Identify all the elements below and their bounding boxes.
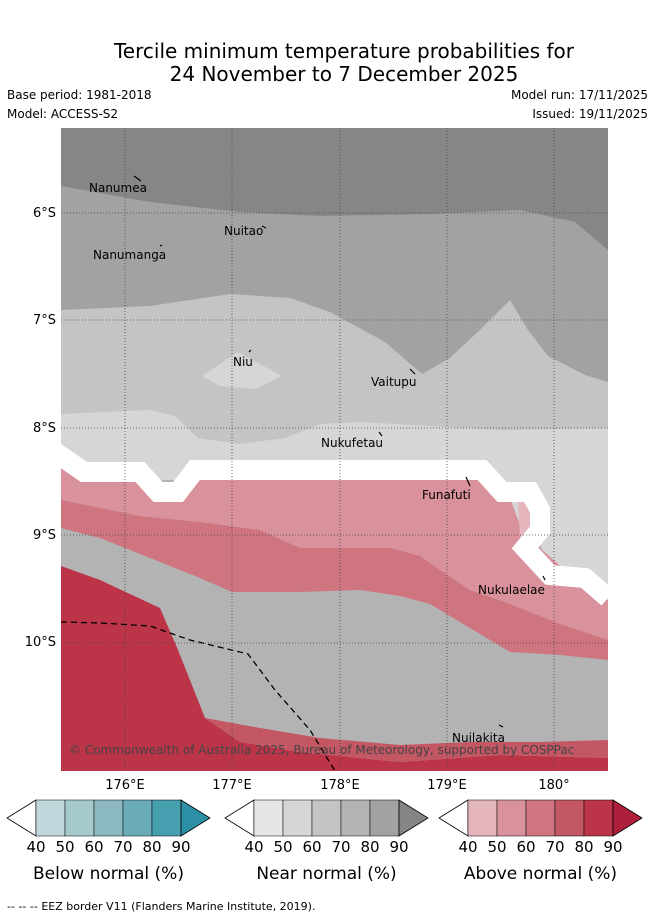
colorbar-tick: 80 — [360, 838, 380, 856]
place-label: Vaitupu — [371, 375, 417, 389]
region-near-80 — [61, 128, 608, 250]
colorbar-segment — [525, 799, 556, 837]
colorbar-tick: 60 — [84, 838, 104, 856]
colorbar-min-arrow — [438, 799, 469, 837]
place-label: Nukufetau — [321, 436, 383, 450]
colorbar-label: Above normal (%) — [463, 864, 618, 884]
colorbar-tick: 40 — [26, 838, 46, 856]
region-above-50 — [61, 460, 608, 640]
colorbar-segment — [253, 799, 284, 837]
lon-label: 177°E — [212, 778, 252, 793]
colorbar-segment — [282, 799, 313, 837]
colorbar-segment — [554, 799, 585, 837]
colorbar-tick: 50 — [487, 838, 507, 856]
colorbar-segment — [583, 799, 614, 837]
colorbar-segment — [369, 799, 400, 837]
colorbar-tick: 40 — [244, 838, 264, 856]
colorbar-segment — [151, 799, 182, 837]
lat-label: 8°S — [32, 421, 56, 436]
eez-legend-symbol: -- -- -- — [7, 900, 38, 913]
colorbar-tick: 80 — [574, 838, 594, 856]
region-near-40 — [61, 410, 608, 600]
colorbar-max-arrow — [398, 799, 429, 837]
model-run: Model run: 17/11/2025 — [510, 88, 648, 102]
lat-label: 9°S — [32, 528, 56, 543]
map-credit: © Commonwealth of Australia 2025, Bureau… — [69, 743, 574, 757]
region-near-50 — [61, 294, 608, 462]
lon-label: 179°E — [427, 778, 467, 793]
colorbar-tick: 60 — [302, 838, 322, 856]
colorbar-max-arrow — [612, 799, 643, 837]
title-line-1: Tercile minimum temperature probabilitie… — [113, 39, 575, 63]
colorbar-segment — [311, 799, 342, 837]
place-label: Nukulaelae — [478, 583, 545, 597]
colorbar-tick: 70 — [113, 838, 133, 856]
colorbars — [6, 799, 643, 837]
probability-map: Nanumea Nuitao Nanumanga Niu Vaitupu Nuk… — [61, 128, 608, 771]
issued-date: Issued: 19/11/2025 — [532, 107, 648, 121]
eez-border — [61, 621, 336, 771]
region-above-60b — [61, 500, 608, 660]
eez-legend-text: EEZ border V11 (Flanders Marine Institut… — [41, 900, 316, 913]
colorbar-tick: 40 — [458, 838, 478, 856]
colorbar-tick: 60 — [516, 838, 536, 856]
colorbar-segment — [35, 799, 66, 837]
colorbar-segment — [122, 799, 153, 837]
page-title: Tercile minimum temperature probabilitie… — [0, 40, 655, 86]
place-label: Funafuti — [422, 488, 471, 502]
eez-legend: -- -- -- EEZ border V11 (Flanders Marine… — [7, 900, 315, 913]
lon-label: 176°E — [105, 778, 145, 793]
place-labels: Nanumea Nuitao Nanumanga Niu Vaitupu Nuk… — [89, 181, 545, 745]
lat-label: 10°S — [24, 635, 56, 650]
place-label: Nuilakita — [452, 731, 505, 745]
colorbar-tick: 90 — [603, 838, 623, 856]
colorbar-tick: 80 — [142, 838, 162, 856]
colorbar-tick: 90 — [389, 838, 409, 856]
place-label: Nuitao — [224, 224, 263, 238]
place-label: Nanumanga — [93, 248, 166, 262]
colorbar-label: Below normal (%) — [33, 864, 184, 884]
colorbar-max-arrow — [180, 799, 211, 837]
colorbar-segment — [93, 799, 124, 837]
islands — [133, 175, 546, 728]
colorbar-segment — [467, 799, 498, 837]
base-period: Base period: 1981-2018 — [7, 88, 152, 102]
colorbar-tick: 50 — [273, 838, 293, 856]
lon-label: 178°E — [320, 778, 360, 793]
colorbar-segment — [340, 799, 371, 837]
lon-label: 180° — [538, 778, 570, 793]
colorbar-tick: 50 — [55, 838, 75, 856]
colorbar-tick: 90 — [171, 838, 191, 856]
colorbar-min-arrow — [6, 799, 37, 837]
colorbar-tick: 70 — [331, 838, 351, 856]
region-niu-patch — [202, 352, 282, 389]
place-label: Nanumea — [89, 181, 147, 195]
white-gap — [61, 443, 608, 606]
region-above-70 — [61, 566, 608, 771]
title-line-2: 24 November to 7 December 2025 — [169, 62, 519, 86]
colorbar-label: Near normal (%) — [256, 864, 397, 884]
lat-label: 7°S — [32, 313, 56, 328]
region-above-80 — [205, 718, 608, 762]
colorbar-min-arrow — [224, 799, 255, 837]
graticule — [61, 128, 608, 771]
colorbar-segment — [64, 799, 95, 837]
model-name: Model: ACCESS-S2 — [7, 107, 119, 121]
colorbar-segment — [496, 799, 527, 837]
place-label: Niu — [233, 355, 253, 369]
colorbar-tick: 70 — [545, 838, 565, 856]
lat-label: 6°S — [32, 206, 56, 221]
